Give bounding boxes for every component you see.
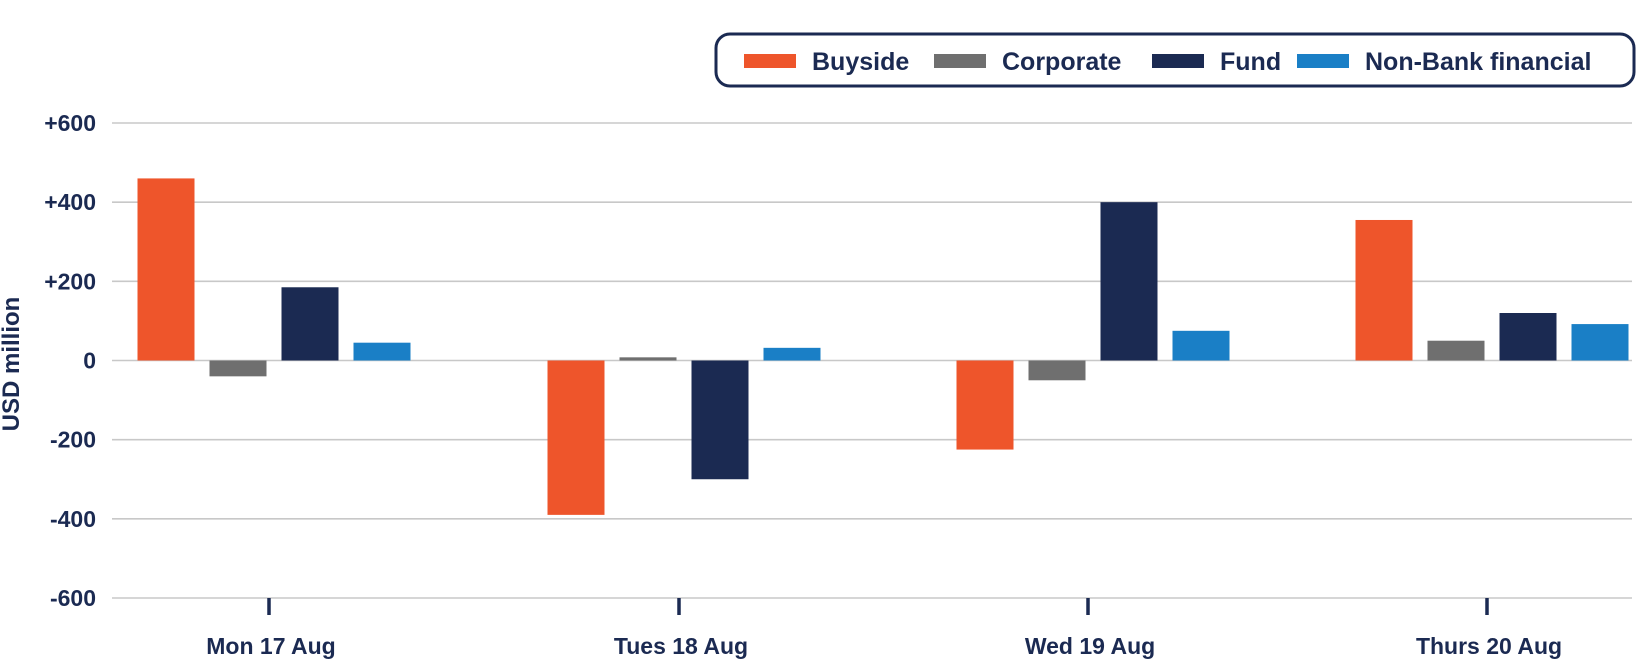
bar-fund-2	[691, 360, 749, 480]
legend-swatch	[934, 54, 986, 68]
bar-buyside-3	[956, 360, 1014, 450]
legend-entry-non-bank-financial: Non-Bank financial	[1297, 48, 1591, 76]
y-tick-label: +200	[44, 268, 96, 294]
legend-swatch	[1152, 54, 1204, 68]
y-tick-label: -200	[50, 427, 96, 453]
legend-label: Buyside	[812, 48, 909, 76]
y-tick-label: 0	[83, 348, 96, 374]
bar-fund-1	[281, 287, 339, 361]
bar-non-bank-financial-1	[353, 342, 411, 361]
x-tick-label: Thurs 20 Aug	[1416, 633, 1562, 659]
bar-non-bank-financial-3	[1172, 330, 1230, 361]
legend-entry-fund: Fund	[1152, 48, 1281, 76]
legend-entry-corporate: Corporate	[934, 48, 1122, 76]
y-tick-label: +400	[44, 189, 96, 215]
bar-fund-3	[1100, 202, 1158, 361]
x-tick-label: Mon 17 Aug	[206, 633, 335, 659]
y-axis-title: USD million	[0, 297, 25, 432]
bar-corporate-1	[209, 360, 267, 377]
bar-fund-4	[1499, 313, 1557, 361]
bars	[137, 178, 1629, 515]
x-tick-label: Tues 18 Aug	[614, 633, 748, 659]
bar-corporate-4	[1427, 340, 1485, 361]
bar-buyside-4	[1355, 219, 1413, 361]
bar-non-bank-financial-2	[763, 347, 821, 361]
legend-entry-buyside: Buyside	[744, 48, 909, 76]
x-tick-label: Wed 19 Aug	[1025, 633, 1155, 659]
y-tick-label: -600	[50, 585, 96, 611]
y-tick-label: +600	[44, 110, 96, 136]
legend-label: Fund	[1220, 48, 1281, 76]
bar-buyside-1	[137, 178, 195, 361]
legend-items: Buyside Corporate Fund Non-Bank financial	[744, 48, 1591, 76]
x-axis-ticks: Mon 17 Aug Tues 18 Aug Wed 19 Aug Thurs 20 …	[206, 598, 1562, 659]
bar-corporate-3	[1028, 360, 1086, 381]
bar-corporate-2	[619, 357, 677, 361]
legend-swatch	[744, 54, 796, 68]
legend: Buyside Corporate Fund Non-Bank financial	[714, 32, 1636, 88]
legend-label: Corporate	[1002, 48, 1122, 76]
legend-swatch	[1297, 54, 1349, 68]
legend-label: Non-Bank financial	[1365, 48, 1591, 76]
bar-buyside-2	[547, 360, 605, 515]
bar-non-bank-financial-4	[1571, 324, 1629, 361]
y-tick-label: -400	[50, 506, 96, 532]
y-axis-tick-labels: +600 +400 +200 0 -200 -400 -600	[44, 110, 96, 611]
